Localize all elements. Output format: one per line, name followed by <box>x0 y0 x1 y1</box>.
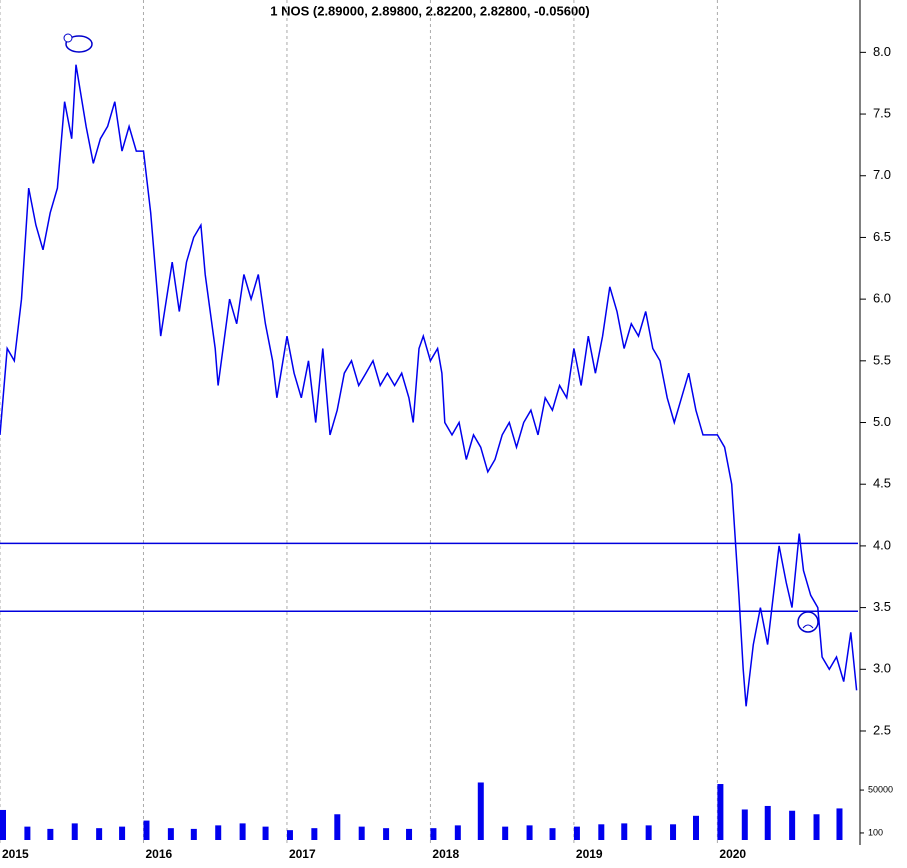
bear-icon <box>63 33 93 53</box>
chart-title: 1 NOS (2.89000, 2.89800, 2.82200, 2.8280… <box>270 3 589 18</box>
volume-bar <box>549 828 556 840</box>
volume-bar <box>813 814 820 840</box>
volume-bar <box>215 825 222 840</box>
volume-bar <box>764 805 771 840</box>
volume-bar <box>0 809 6 840</box>
volume-bar <box>24 826 31 840</box>
volume-bar <box>430 828 437 840</box>
y-tick-label: 2.5 <box>873 722 891 737</box>
volume-bar <box>573 826 580 840</box>
volume-bar <box>406 828 413 840</box>
y-tick-label: 6.5 <box>873 229 891 244</box>
volume-bar <box>311 828 318 840</box>
y-tick-label: 5.5 <box>873 352 891 367</box>
volume-bar <box>670 824 677 840</box>
y-tick-label: 4.5 <box>873 476 891 491</box>
volume-bar <box>262 826 269 840</box>
volume-bar <box>383 828 390 840</box>
volume-bar <box>502 826 509 840</box>
volume-bar <box>454 825 461 840</box>
x-tick-label: 2016 <box>145 847 172 861</box>
volume-bar <box>190 828 197 840</box>
y-tick-label: 7.0 <box>873 167 891 182</box>
sad-face-icon <box>797 611 819 633</box>
y-tick-label: 3.5 <box>873 599 891 614</box>
x-tick-label: 2019 <box>576 847 603 861</box>
volume-bar <box>836 808 843 840</box>
volume-bar <box>334 814 341 840</box>
volume-bar <box>119 826 126 840</box>
volume-bar <box>598 824 605 840</box>
volume-bar <box>526 825 533 840</box>
y-tick-label: 5.0 <box>873 414 891 429</box>
y-tick-label: 7.5 <box>873 105 891 120</box>
volume-tick-label: 50000 <box>868 784 893 794</box>
volume-bar <box>71 823 78 840</box>
volume-bar <box>717 784 724 840</box>
volume-bar <box>47 828 54 840</box>
volume-bar <box>741 809 748 840</box>
x-tick-label: 2018 <box>432 847 459 861</box>
volume-bar <box>477 782 484 840</box>
volume-bar <box>167 828 174 840</box>
volume-bar <box>96 828 103 840</box>
price-line <box>0 64 858 707</box>
x-tick-label: 2015 <box>2 847 29 861</box>
volume-bar <box>286 830 293 840</box>
volume-bar <box>621 823 628 840</box>
volume-bar <box>358 826 365 840</box>
volume-bar <box>789 810 796 840</box>
volume-bar <box>693 815 699 840</box>
volume-tick-label: 100 <box>868 827 883 837</box>
volume-bar <box>143 820 150 840</box>
x-tick-label: 2020 <box>719 847 746 861</box>
y-tick-label: 8.0 <box>873 44 891 59</box>
x-tick-label: 2017 <box>289 847 316 861</box>
y-tick-label: 6.0 <box>873 291 891 306</box>
volume-bar <box>645 825 652 840</box>
y-tick-label: 3.0 <box>873 661 891 676</box>
y-tick-label: 4.0 <box>873 537 891 552</box>
volume-bar <box>239 823 246 840</box>
